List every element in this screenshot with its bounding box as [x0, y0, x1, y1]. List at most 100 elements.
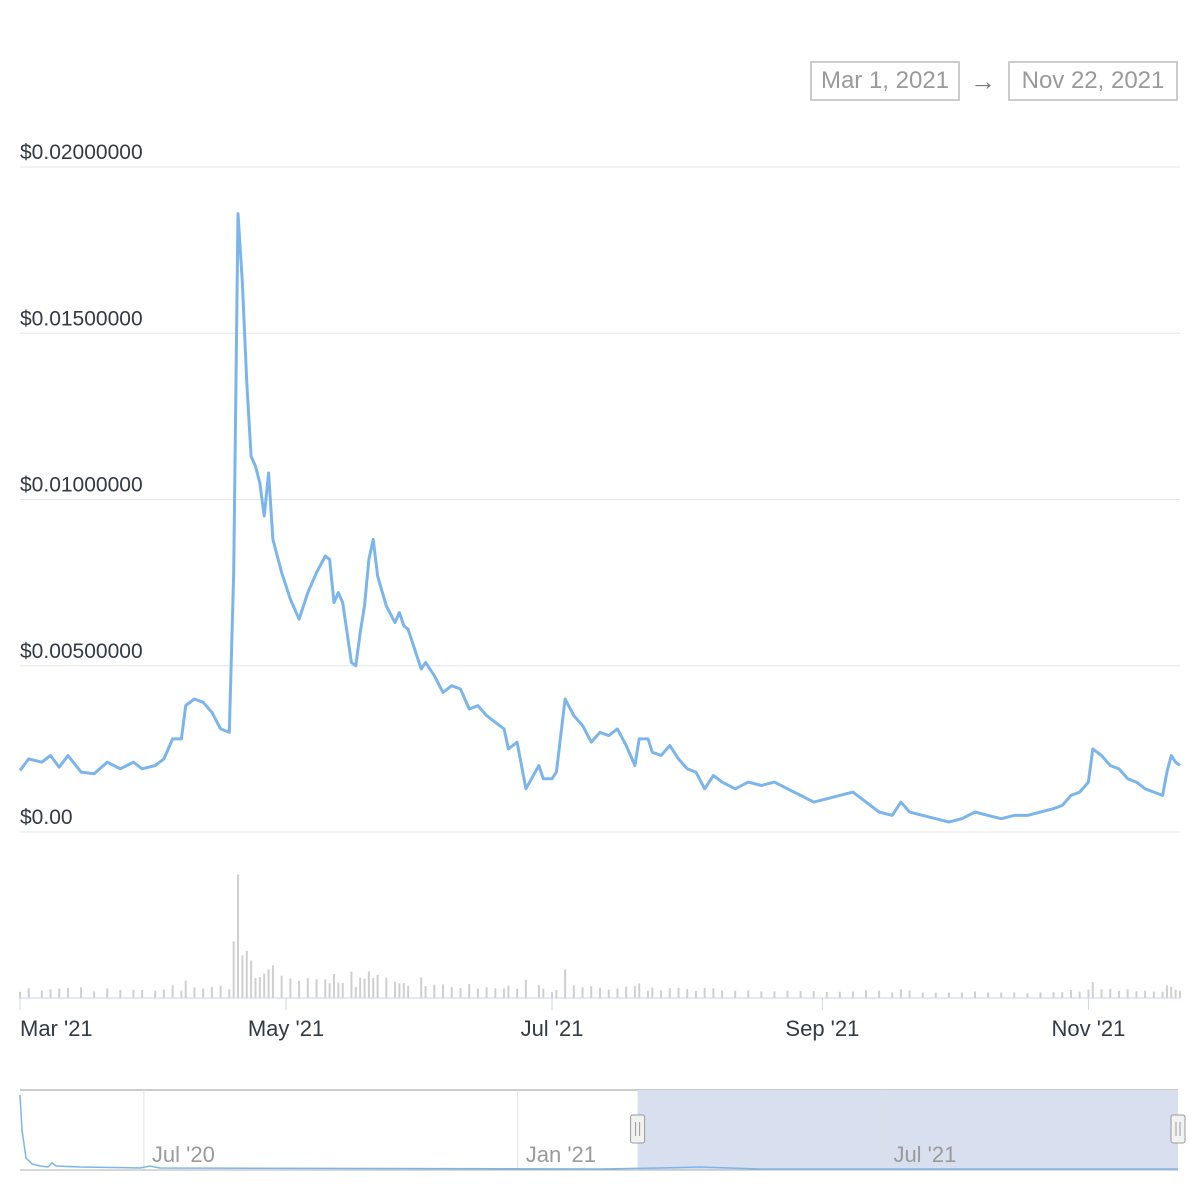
y-tick-label: $0.00 [20, 806, 73, 829]
volume-bar [385, 977, 388, 998]
volume-bar [442, 984, 445, 998]
volume-bar [494, 988, 497, 998]
volume-bar [516, 988, 519, 998]
volume-bar [760, 991, 763, 998]
volume-bar [616, 988, 619, 998]
range-start-input[interactable]: Mar 1, 2021 [810, 61, 960, 101]
volume-bar [341, 983, 344, 998]
navigator-handles [630, 1114, 1186, 1144]
navigator-selected-range[interactable] [637, 1090, 1178, 1170]
volume-bar [524, 979, 527, 998]
volume-bar [899, 989, 902, 998]
volume-bar [424, 986, 427, 998]
volume-bar [171, 985, 174, 998]
x-tick-label: Mar '21 [20, 1016, 93, 1041]
volume-bar [1026, 993, 1029, 998]
range-arrow: → [970, 66, 996, 96]
volume-bar [394, 981, 397, 998]
volume-bar [507, 985, 510, 998]
price-line [18, 212, 1181, 824]
volume-bar [119, 989, 122, 998]
volume-bar [1109, 988, 1112, 998]
volume-bar [1117, 990, 1120, 998]
volume-bar [651, 987, 654, 998]
navigator-right-handle[interactable] [1170, 1114, 1186, 1144]
volume-bar [184, 980, 187, 998]
volume-bar [271, 965, 274, 998]
volume-bar [141, 989, 144, 998]
y-tick-label: $0.00500000 [20, 640, 143, 663]
volume-bar [407, 985, 410, 998]
volume-bar [1170, 986, 1173, 998]
volume-bar [49, 989, 52, 998]
navigator-label: Jul '20 [152, 1142, 215, 1167]
volume-bar [891, 992, 894, 998]
volume-bar [180, 990, 183, 998]
volume-bar [27, 988, 30, 998]
y-tick-label: $0.01500000 [20, 307, 143, 330]
volume-bar [851, 991, 854, 998]
volume-bar [154, 990, 157, 998]
volume-bar [747, 990, 750, 998]
handle-body [630, 1114, 646, 1144]
volume-bar [19, 991, 21, 998]
volume-bar [420, 977, 423, 998]
volume-bar [1069, 989, 1072, 998]
volume-bar [1000, 992, 1003, 998]
volume-bar [202, 988, 205, 998]
volume-bar [581, 987, 584, 998]
x-tick-label: Jul '21 [521, 1016, 584, 1041]
volume-bar [686, 989, 689, 998]
navigator-grid: Jul '20 Jan '21 Jul '21 [143, 1090, 956, 1170]
volume-bar [241, 955, 244, 998]
handle-body [1170, 1114, 1186, 1144]
volume-bar [542, 988, 545, 998]
volume-bar [450, 986, 453, 998]
volume-bar [1165, 985, 1168, 998]
volume-bar [1052, 992, 1055, 998]
volume-bar [1126, 989, 1129, 998]
volume-bar [354, 987, 357, 998]
volume-bar [193, 987, 196, 998]
volume-bar [337, 982, 340, 998]
volume-bar [433, 984, 436, 998]
volume-bar [825, 991, 828, 998]
volume-bar [40, 990, 43, 998]
volume-bar [315, 979, 318, 998]
volume-bar [324, 979, 327, 998]
navigator-label: Jan '21 [526, 1142, 596, 1167]
volume-bar [677, 987, 680, 998]
volume-bar [162, 989, 165, 998]
volume-bar [237, 874, 240, 998]
volume-bar [537, 985, 540, 998]
volume-bar [551, 992, 554, 998]
volume-bar [633, 986, 636, 998]
navigator-left-handle[interactable] [630, 1114, 646, 1144]
volume-bar [1161, 991, 1164, 998]
volume-bar [1152, 991, 1155, 998]
volume-bar [210, 986, 213, 998]
volume-bar [132, 989, 135, 998]
volume-bar [485, 987, 488, 998]
volume-bar [328, 983, 331, 998]
y-axis: $0.00 $0.00500000 $0.01000000 $0.01500000 $0… [20, 141, 143, 829]
volume-bar [263, 973, 266, 998]
volume-bar [712, 988, 715, 998]
volume-bar [799, 990, 802, 998]
volume-bar [93, 991, 96, 998]
volume-bar [1091, 982, 1094, 998]
volume-bar [878, 990, 881, 998]
volume-bar [376, 974, 379, 998]
x-tick-label: Nov '21 [1051, 1016, 1125, 1041]
volume-bars [19, 874, 1181, 998]
range-end-input[interactable]: Nov 22, 2021 [1008, 61, 1178, 101]
volume-bar [599, 987, 601, 998]
volume-bar [590, 986, 593, 998]
volume-bar [694, 990, 697, 998]
volume-bar [607, 989, 610, 998]
volume-bar [921, 992, 924, 998]
volume-bar [280, 975, 283, 998]
volume-bar [646, 990, 649, 998]
volume-bar [908, 990, 911, 998]
